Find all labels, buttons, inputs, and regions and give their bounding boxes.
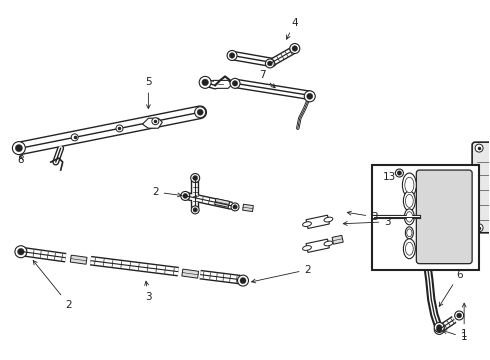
Text: 12: 12 xyxy=(0,359,1,360)
Circle shape xyxy=(457,313,462,318)
Circle shape xyxy=(437,325,442,330)
Circle shape xyxy=(434,323,444,332)
Circle shape xyxy=(202,79,208,86)
Circle shape xyxy=(307,93,313,99)
Circle shape xyxy=(15,145,23,152)
Circle shape xyxy=(191,174,200,183)
Circle shape xyxy=(475,224,483,232)
Circle shape xyxy=(15,246,27,258)
Ellipse shape xyxy=(324,217,333,222)
Circle shape xyxy=(397,171,402,175)
Circle shape xyxy=(152,118,159,125)
Circle shape xyxy=(195,107,206,118)
Bar xyxy=(371,165,479,270)
Polygon shape xyxy=(143,118,162,128)
Circle shape xyxy=(193,176,197,180)
Text: 9: 9 xyxy=(0,359,1,360)
Text: 3: 3 xyxy=(343,217,391,227)
Ellipse shape xyxy=(405,227,414,239)
Ellipse shape xyxy=(324,241,333,246)
Circle shape xyxy=(240,278,246,284)
Text: 2: 2 xyxy=(152,187,182,197)
FancyBboxPatch shape xyxy=(416,170,472,264)
FancyBboxPatch shape xyxy=(472,142,490,233)
Circle shape xyxy=(232,81,238,86)
Text: 1: 1 xyxy=(443,330,467,342)
Circle shape xyxy=(199,76,211,88)
Ellipse shape xyxy=(406,194,413,207)
Ellipse shape xyxy=(405,177,414,193)
Polygon shape xyxy=(213,80,232,88)
Circle shape xyxy=(292,46,297,51)
Polygon shape xyxy=(306,239,329,252)
Polygon shape xyxy=(215,198,229,207)
Text: 4: 4 xyxy=(287,18,298,39)
Circle shape xyxy=(304,91,315,102)
Circle shape xyxy=(229,53,235,58)
Text: 10: 10 xyxy=(0,359,1,360)
Circle shape xyxy=(227,50,237,60)
Ellipse shape xyxy=(406,242,413,255)
Circle shape xyxy=(290,44,300,54)
Circle shape xyxy=(231,203,239,211)
Text: 8: 8 xyxy=(18,155,24,165)
Circle shape xyxy=(191,206,199,214)
Polygon shape xyxy=(243,204,253,212)
Ellipse shape xyxy=(402,173,416,197)
Ellipse shape xyxy=(407,229,412,237)
Circle shape xyxy=(266,59,274,68)
Circle shape xyxy=(181,192,190,201)
Circle shape xyxy=(230,78,240,88)
Circle shape xyxy=(116,125,123,132)
Circle shape xyxy=(71,134,78,141)
Text: 7: 7 xyxy=(259,71,275,88)
Polygon shape xyxy=(332,235,343,244)
Text: 11: 11 xyxy=(0,359,1,360)
Text: 13: 13 xyxy=(383,172,396,182)
Circle shape xyxy=(197,109,203,115)
Circle shape xyxy=(193,208,197,212)
Circle shape xyxy=(233,205,237,209)
Text: 3: 3 xyxy=(347,211,378,222)
Ellipse shape xyxy=(404,209,415,225)
Text: 1: 1 xyxy=(461,303,467,339)
Circle shape xyxy=(437,327,442,332)
Circle shape xyxy=(12,141,25,154)
Ellipse shape xyxy=(403,191,416,211)
Polygon shape xyxy=(70,255,87,264)
Ellipse shape xyxy=(303,222,312,226)
Ellipse shape xyxy=(303,246,312,251)
Text: 2: 2 xyxy=(33,261,72,310)
Circle shape xyxy=(18,248,24,255)
Circle shape xyxy=(238,275,248,286)
Circle shape xyxy=(455,311,464,320)
Text: 14: 14 xyxy=(0,359,1,360)
Polygon shape xyxy=(182,269,198,278)
Circle shape xyxy=(395,169,403,177)
Circle shape xyxy=(183,193,188,198)
Text: 6: 6 xyxy=(439,270,463,306)
Text: 2: 2 xyxy=(251,265,311,283)
Ellipse shape xyxy=(403,239,416,259)
Ellipse shape xyxy=(406,212,413,222)
Text: 3: 3 xyxy=(145,281,152,302)
Circle shape xyxy=(475,144,483,152)
Circle shape xyxy=(268,61,272,66)
Polygon shape xyxy=(306,215,329,229)
Text: 5: 5 xyxy=(145,77,152,109)
Circle shape xyxy=(434,324,444,334)
